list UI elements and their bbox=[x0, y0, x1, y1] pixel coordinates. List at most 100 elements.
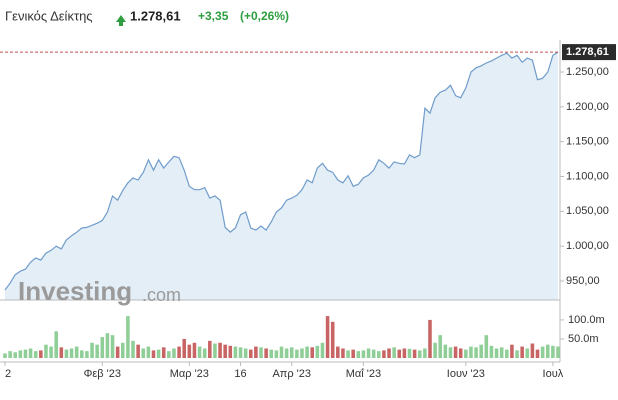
volume-bar bbox=[44, 344, 48, 358]
volume-bar bbox=[54, 331, 58, 358]
change: +3,35 bbox=[198, 9, 229, 23]
volume-bar bbox=[397, 349, 402, 358]
volume-bar bbox=[95, 344, 99, 358]
volume-bar bbox=[18, 350, 23, 358]
volume-bar bbox=[392, 347, 396, 358]
volume-bar bbox=[510, 344, 514, 358]
last-price-box bbox=[562, 44, 616, 61]
volume-bar bbox=[161, 347, 166, 358]
volume-bar bbox=[530, 343, 535, 358]
x-tick-label: 2 bbox=[5, 368, 11, 380]
volume-bar bbox=[505, 349, 509, 358]
x-tick-label: Φεβ '23 bbox=[84, 368, 121, 380]
volume-bar bbox=[361, 350, 366, 358]
y-tick-label: 1.050,00 bbox=[566, 205, 609, 217]
volume-bar bbox=[28, 348, 33, 358]
volume-bar bbox=[279, 346, 284, 358]
last-price-label: 1.278,61 bbox=[566, 46, 609, 58]
volume-bar bbox=[556, 346, 560, 358]
y-tick-label: 1.200,00 bbox=[566, 101, 609, 113]
volume-bar bbox=[433, 342, 437, 358]
volume-bar bbox=[110, 335, 115, 358]
volume-bar bbox=[177, 346, 181, 358]
volume-bar bbox=[182, 338, 186, 358]
volume-bar bbox=[371, 349, 376, 358]
volume-bar bbox=[115, 346, 120, 358]
volume-bar bbox=[315, 345, 320, 358]
volume-bar bbox=[494, 348, 499, 358]
volume-bar bbox=[59, 347, 64, 358]
volume-bar bbox=[407, 348, 412, 358]
volume-bar bbox=[540, 346, 545, 358]
volume-bar bbox=[387, 348, 391, 358]
volume-bar bbox=[80, 350, 84, 358]
volume-bar bbox=[120, 342, 125, 358]
volume-bar bbox=[3, 353, 7, 358]
volume-bar bbox=[141, 348, 146, 358]
volume-bar bbox=[146, 346, 151, 358]
volume-bar bbox=[289, 347, 294, 358]
volume-bar bbox=[269, 349, 274, 358]
price: 1.278,61 bbox=[130, 8, 181, 23]
volume-bar bbox=[464, 349, 468, 358]
chart-title: Γενικός Δείκτης bbox=[5, 8, 93, 23]
volume-bar bbox=[85, 351, 89, 358]
volume-bar bbox=[218, 342, 222, 358]
y-tick-label: 1.150,00 bbox=[566, 136, 609, 148]
volume-bar bbox=[156, 349, 161, 358]
volume-bar bbox=[126, 316, 130, 358]
volume-bar bbox=[417, 350, 422, 358]
volume-bar bbox=[223, 344, 227, 358]
volume-bar bbox=[13, 352, 18, 358]
volume-bar bbox=[274, 350, 279, 358]
volume-bar bbox=[423, 348, 427, 358]
y-tick-label: 1.100,00 bbox=[566, 170, 609, 182]
volume-bar bbox=[545, 344, 550, 358]
volume-bar bbox=[341, 348, 345, 358]
volume-bar bbox=[64, 349, 69, 358]
x-tick-label: Ιουλ bbox=[543, 368, 564, 380]
x-tick-label: 16 bbox=[234, 368, 246, 380]
volume-bar bbox=[310, 347, 314, 358]
volume-bar bbox=[535, 349, 540, 358]
volume-bar bbox=[254, 346, 258, 358]
volume-bar bbox=[187, 344, 192, 358]
volume-bar bbox=[458, 348, 463, 358]
volume-bar bbox=[23, 349, 28, 358]
volume-bar bbox=[151, 350, 156, 358]
volume-bar bbox=[238, 347, 243, 358]
volume-bar bbox=[453, 346, 458, 358]
volume-bar bbox=[33, 351, 38, 358]
volume-bar bbox=[295, 349, 299, 358]
volume-bar bbox=[479, 344, 483, 358]
volume-bar bbox=[100, 337, 105, 358]
volume-bar bbox=[469, 346, 473, 358]
volume-bar bbox=[197, 346, 202, 358]
volume-tick-label: 100.0m bbox=[568, 314, 605, 326]
x-tick-label: Απρ '23 bbox=[272, 368, 311, 380]
volume-bar bbox=[259, 347, 263, 358]
volume-bar bbox=[39, 350, 43, 358]
up-arrow bbox=[116, 15, 126, 26]
volume-bar bbox=[172, 348, 176, 358]
volume-bar bbox=[105, 333, 110, 358]
volume-bar bbox=[136, 344, 140, 358]
price-line bbox=[4, 51, 559, 291]
volume-bar bbox=[346, 350, 350, 358]
volume-bar bbox=[525, 348, 530, 358]
volume-bar bbox=[351, 349, 355, 358]
volume-bar bbox=[284, 348, 289, 358]
volume-bar bbox=[74, 346, 79, 358]
volume-bar bbox=[366, 348, 371, 358]
volume-bar bbox=[515, 350, 519, 358]
x-tick-label: Μαρ '23 bbox=[170, 368, 209, 380]
volume-bar bbox=[305, 346, 309, 358]
volume-bar bbox=[249, 349, 253, 358]
volume-bar bbox=[325, 316, 330, 358]
area bbox=[5, 52, 558, 300]
volume-bar bbox=[377, 351, 381, 358]
y-tick-label: 1.250,00 bbox=[566, 66, 609, 78]
volume-bar bbox=[474, 347, 478, 358]
volume-bar bbox=[330, 321, 335, 358]
